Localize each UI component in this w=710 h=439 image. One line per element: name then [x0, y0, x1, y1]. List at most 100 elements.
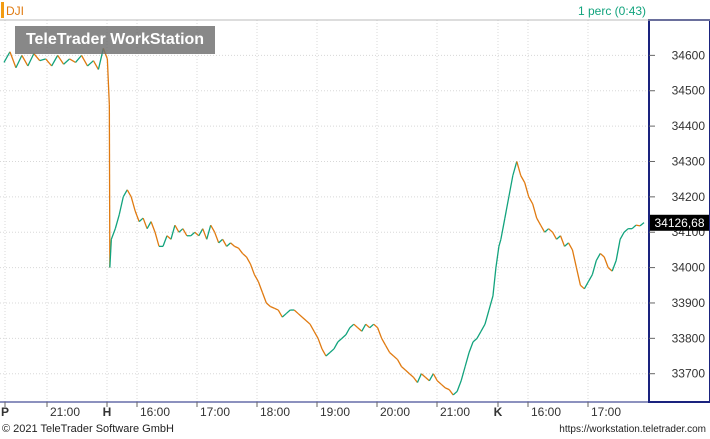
price-segment — [516, 161, 520, 169]
x-tick-label: 20:00 — [380, 405, 410, 419]
y-tick-label: 33700 — [672, 367, 706, 381]
price-segment — [51, 55, 59, 67]
price-segment — [595, 253, 601, 261]
price-segment — [146, 221, 152, 230]
price-segment — [575, 267, 582, 286]
price-segment — [480, 323, 486, 332]
price-segment — [405, 369, 410, 375]
price-segment — [21, 55, 29, 67]
price-segment — [498, 239, 502, 247]
y-axis: 3370033800339003400034100342003430034400… — [649, 48, 706, 381]
price-segment — [528, 196, 534, 205]
price-segment — [110, 228, 116, 240]
price-segment — [500, 217, 506, 240]
grid — [0, 20, 648, 402]
price-segment — [261, 292, 267, 304]
watermark: TeleTrader WorkStation — [15, 26, 215, 54]
price-segment — [106, 58, 110, 105]
price-segment — [202, 228, 208, 240]
price-segment — [109, 239, 112, 268]
price-segment — [512, 161, 518, 176]
price-segment — [583, 281, 589, 290]
price-segment — [297, 313, 303, 318]
price-segment — [325, 351, 331, 357]
y-tick-label: 34500 — [672, 84, 706, 98]
price-segment — [345, 327, 351, 336]
price-segment — [301, 316, 307, 322]
y-tick-label: 33800 — [672, 331, 706, 345]
price-segment — [495, 246, 500, 268]
price-segment — [309, 323, 315, 332]
price-segment — [508, 175, 514, 197]
y-tick-label: 33900 — [672, 296, 706, 310]
price-segment — [357, 327, 363, 332]
price-segment — [611, 260, 617, 272]
price-segment — [162, 235, 168, 247]
x-tick-label: P — [1, 405, 9, 419]
price-segment — [249, 263, 256, 275]
price-segment — [353, 323, 359, 329]
price-segment — [150, 221, 156, 233]
price-segment — [218, 238, 224, 244]
price-segment — [615, 239, 621, 261]
x-tick-label: 17:00 — [591, 405, 621, 419]
interval-label[interactable]: 1 perc (0:43) — [578, 4, 647, 18]
x-tick-label: 21:00 — [440, 405, 470, 419]
footer: © 2021 TeleTrader Software GmbH https://… — [0, 420, 710, 439]
y-tick-label: 34400 — [672, 119, 706, 133]
price-segment — [518, 168, 522, 176]
price-segment — [412, 376, 418, 383]
copyright-text: © 2021 TeleTrader Software GmbH — [2, 423, 174, 435]
price-segment — [420, 373, 426, 378]
price-segment — [114, 214, 120, 229]
price-segment — [548, 228, 554, 233]
price-segment — [476, 330, 482, 339]
y-tick-label: 34600 — [672, 48, 706, 62]
price-segment — [39, 58, 46, 62]
price-segment — [424, 376, 430, 382]
price-segment — [57, 55, 65, 65]
price-segment — [416, 373, 422, 383]
price-segment — [317, 338, 323, 350]
price-segment — [377, 327, 383, 339]
price-segment — [619, 231, 625, 240]
price-segment — [559, 235, 566, 247]
price-segment — [623, 228, 629, 233]
price-segment — [544, 228, 550, 233]
y-tick-label: 34200 — [672, 190, 706, 204]
price-segment — [214, 231, 220, 244]
price-segment — [210, 224, 216, 233]
price-segment — [170, 224, 176, 240]
price-segment — [138, 217, 144, 223]
price-segment — [3, 51, 11, 63]
price-segment — [174, 224, 180, 233]
price-segment — [579, 284, 585, 290]
price-segment — [15, 55, 23, 69]
price-segment — [631, 224, 637, 230]
last-price-box — [650, 214, 709, 231]
price-segment — [253, 274, 259, 283]
price-segment — [468, 341, 474, 353]
price-segment — [532, 203, 538, 219]
website-url[interactable]: https://workstation.teletrader.com — [559, 424, 706, 435]
price-segment — [393, 355, 398, 361]
price-segment — [206, 224, 212, 240]
price-segment — [281, 313, 287, 318]
price-segment — [524, 182, 530, 198]
price-segment — [409, 373, 414, 378]
price-segment — [130, 196, 136, 212]
price-segment — [635, 224, 641, 227]
price-segment — [639, 222, 645, 227]
price-segment — [274, 307, 279, 311]
y-tick-label: 34300 — [672, 154, 706, 168]
x-axis: P 21:00 H 16:00 17:00 18:00 19:00 20:00 21:00 K 16… — [1, 402, 621, 419]
symbol-label[interactable]: DJI — [6, 4, 24, 18]
price-segment — [591, 260, 597, 275]
price-segment — [349, 323, 355, 329]
price-segment — [238, 247, 244, 254]
price-segment — [460, 366, 466, 381]
price-segment — [80, 55, 89, 67]
price-segment — [389, 351, 394, 357]
price-segment — [552, 231, 558, 240]
